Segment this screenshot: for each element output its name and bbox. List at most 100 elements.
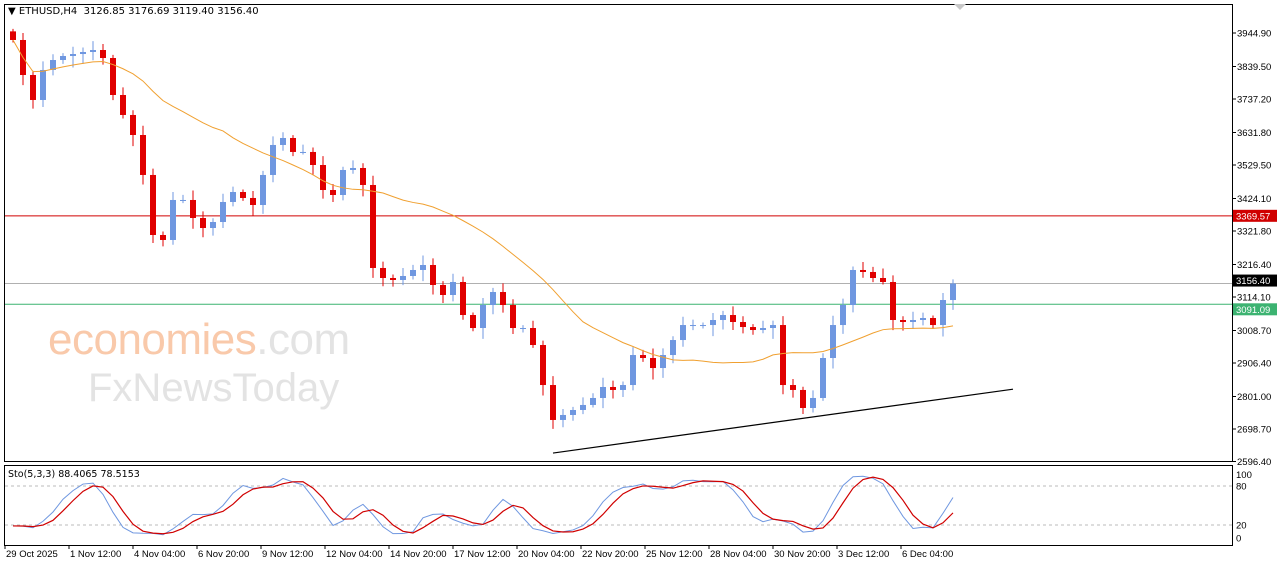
candle-body	[950, 283, 956, 301]
y-tick-label: 3631.80	[1237, 128, 1271, 139]
candle	[880, 268, 886, 285]
candle	[120, 87, 126, 119]
candle	[930, 315, 936, 329]
candle	[540, 340, 546, 396]
candle	[720, 310, 726, 330]
y-tick-label: 3944.90	[1237, 29, 1271, 40]
candle	[80, 47, 86, 64]
candle-body	[860, 269, 866, 272]
candle	[360, 163, 366, 197]
watermark-fxnewstoday: FxNewsToday	[88, 366, 340, 410]
candle-body	[840, 305, 846, 326]
x-tick-label: 28 Nov 04:00	[710, 549, 767, 560]
candle	[710, 313, 716, 337]
candle	[620, 381, 626, 397]
candle-body	[170, 199, 176, 240]
candle	[600, 377, 606, 409]
candle	[850, 266, 856, 313]
candle-body	[450, 281, 456, 295]
candle	[560, 408, 566, 428]
candle	[470, 312, 476, 332]
candle	[700, 322, 706, 329]
candle	[30, 70, 36, 109]
candle-body	[720, 315, 726, 321]
candle	[860, 262, 866, 278]
candle-body	[630, 355, 636, 386]
y-tick-label: 2596.40	[1237, 457, 1271, 468]
candle-body	[920, 318, 926, 321]
candle	[480, 298, 486, 339]
candle-body	[30, 75, 36, 100]
candle-body	[540, 345, 546, 386]
candle-body	[210, 222, 216, 229]
y-tick-label: 3424.10	[1237, 194, 1271, 205]
candle-body	[160, 235, 166, 240]
chart-header: ▼ ETHUSD,H4 3126.85 3176.69 3119.40 3156…	[8, 6, 259, 17]
candle-body	[870, 271, 876, 278]
candle-body	[310, 151, 316, 165]
y-tick-label: 2906.40	[1237, 358, 1271, 369]
candle	[250, 190, 256, 216]
candle	[670, 336, 676, 364]
candle	[70, 46, 76, 68]
candle	[170, 192, 176, 245]
candle-body	[300, 151, 306, 153]
candle	[390, 274, 396, 287]
dropdown-triangle-icon[interactable]: ▼	[8, 6, 19, 17]
candle	[260, 170, 266, 214]
candle-body	[440, 284, 446, 295]
candle-body	[360, 167, 366, 185]
candle	[510, 299, 516, 335]
candle-body	[890, 281, 896, 321]
candle	[610, 380, 616, 399]
candle-body	[910, 320, 916, 323]
candle	[660, 348, 666, 378]
candle	[550, 376, 556, 429]
candle-body	[610, 386, 616, 390]
candle-body	[130, 114, 136, 136]
candle-body	[460, 281, 466, 316]
x-tick-label: 12 Nov 04:00	[326, 549, 383, 560]
trendline	[552, 388, 1014, 454]
candle-body	[690, 325, 696, 327]
candle	[110, 54, 116, 101]
candle	[820, 353, 826, 401]
candle-body	[660, 355, 666, 369]
candle	[750, 324, 756, 335]
candle-body	[570, 409, 576, 415]
candle	[780, 316, 786, 395]
candle	[130, 110, 136, 147]
stochastic-title: Sto(5,3,3) 88.4065 78.5153	[8, 469, 140, 480]
candle	[200, 211, 206, 238]
symbol-label: ETHUSD,H4	[18, 6, 78, 17]
candle-body	[350, 167, 356, 170]
level-badge-current	[1233, 274, 1277, 287]
x-tick-label: 9 Nov 12:00	[262, 549, 313, 560]
candle-body	[230, 192, 236, 202]
level-label-support: 3091.09	[1236, 305, 1270, 316]
candle	[840, 298, 846, 334]
candle-body	[340, 169, 346, 195]
candle	[410, 264, 416, 280]
candle	[770, 320, 776, 339]
candle	[380, 261, 386, 287]
candle	[240, 189, 246, 201]
moving-average-line	[12, 39, 954, 364]
candle	[800, 386, 806, 415]
candle-body	[880, 277, 886, 282]
candle-body	[850, 269, 856, 306]
level-badge-support	[1233, 303, 1277, 316]
y-tick-label: 3529.50	[1237, 160, 1271, 171]
candle	[300, 144, 306, 155]
candle	[420, 255, 426, 282]
x-tick-label: 14 Nov 20:00	[390, 549, 447, 560]
candle-body	[710, 320, 716, 326]
candle-body	[470, 315, 476, 329]
y-tick-label: 3114.10	[1237, 292, 1271, 303]
candle-body	[510, 305, 516, 329]
candle-body	[940, 300, 946, 326]
candle-body	[260, 174, 266, 206]
candle-body	[790, 385, 796, 390]
candle-body	[80, 52, 86, 55]
